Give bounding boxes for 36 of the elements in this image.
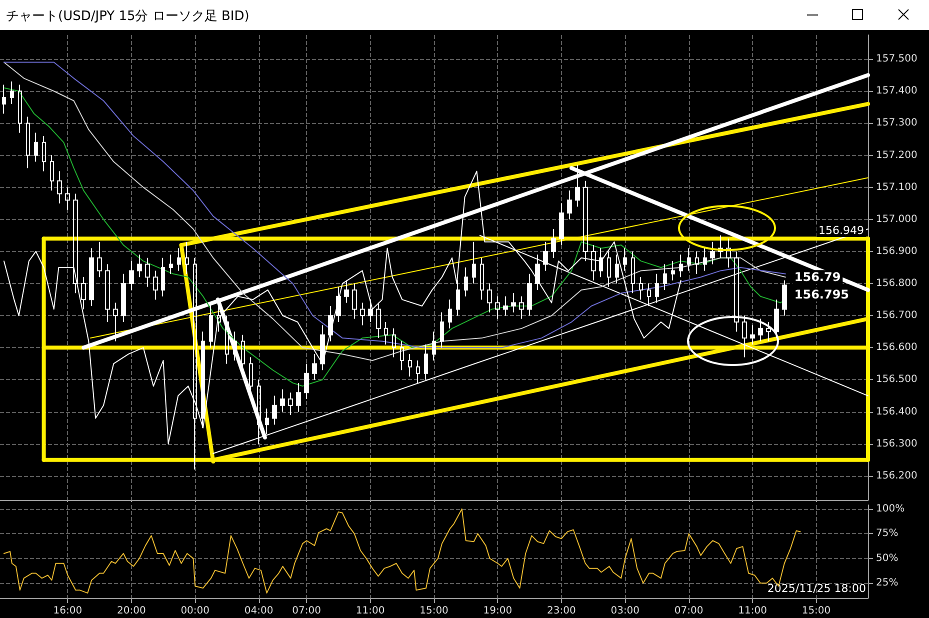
x-tick-label: 11:00 bbox=[738, 606, 767, 616]
y-tick-label: 25% bbox=[876, 578, 898, 589]
x-tick-label: 20:00 bbox=[116, 606, 146, 616]
y-tick-label: 156.300 bbox=[876, 438, 918, 450]
y-tick-label: 157.300 bbox=[876, 118, 918, 129]
x-tick-label: 07:00 bbox=[292, 606, 321, 616]
y-tick-label: 75% bbox=[876, 528, 898, 540]
y-tick-label: 50% bbox=[876, 552, 898, 564]
y-tick-label: 157.000 bbox=[876, 214, 918, 225]
x-tick-label: 16:00 bbox=[53, 606, 82, 616]
x-tick-label: 15:00 bbox=[802, 606, 831, 616]
x-tick-label: 19:00 bbox=[483, 606, 512, 616]
y-tick-label: 100% bbox=[876, 503, 905, 514]
y-tick-label: 157.100 bbox=[876, 182, 918, 193]
y-tick-label: 156.600 bbox=[876, 342, 918, 354]
chart-title: チャート(USD/JPY 15分 ローソク足 BID) bbox=[6, 8, 250, 25]
y-tick-label: 156.700 bbox=[876, 310, 918, 322]
annotation: 156.949 bbox=[818, 224, 864, 237]
x-tick-label: 03:00 bbox=[610, 606, 640, 616]
annotation: 156.795 bbox=[794, 287, 850, 302]
y-tick-label: 156.800 bbox=[876, 278, 918, 290]
y-tick-label: 157.500 bbox=[876, 54, 918, 65]
y-tick-label: 156.900 bbox=[876, 246, 918, 257]
y-tick-label: 157.400 bbox=[876, 86, 918, 97]
y-tick-label: 156.400 bbox=[876, 406, 918, 418]
x-tick-label: 07:00 bbox=[674, 606, 704, 616]
x-tick-label: 11:00 bbox=[356, 606, 385, 616]
y-tick-label: 156.200 bbox=[876, 470, 918, 482]
annotation: 2025/11/25 18:00 bbox=[767, 582, 866, 595]
x-tick-label: 15:00 bbox=[420, 606, 448, 616]
x-tick-label: 00:00 bbox=[180, 606, 210, 616]
y-tick-label: 157.200 bbox=[876, 150, 918, 161]
y-tick-label: 156.500 bbox=[876, 374, 918, 386]
x-tick-label: 23:00 bbox=[547, 606, 576, 616]
annotation: 156.79 bbox=[794, 270, 841, 284]
x-tick-label: 04:00 bbox=[244, 606, 274, 616]
